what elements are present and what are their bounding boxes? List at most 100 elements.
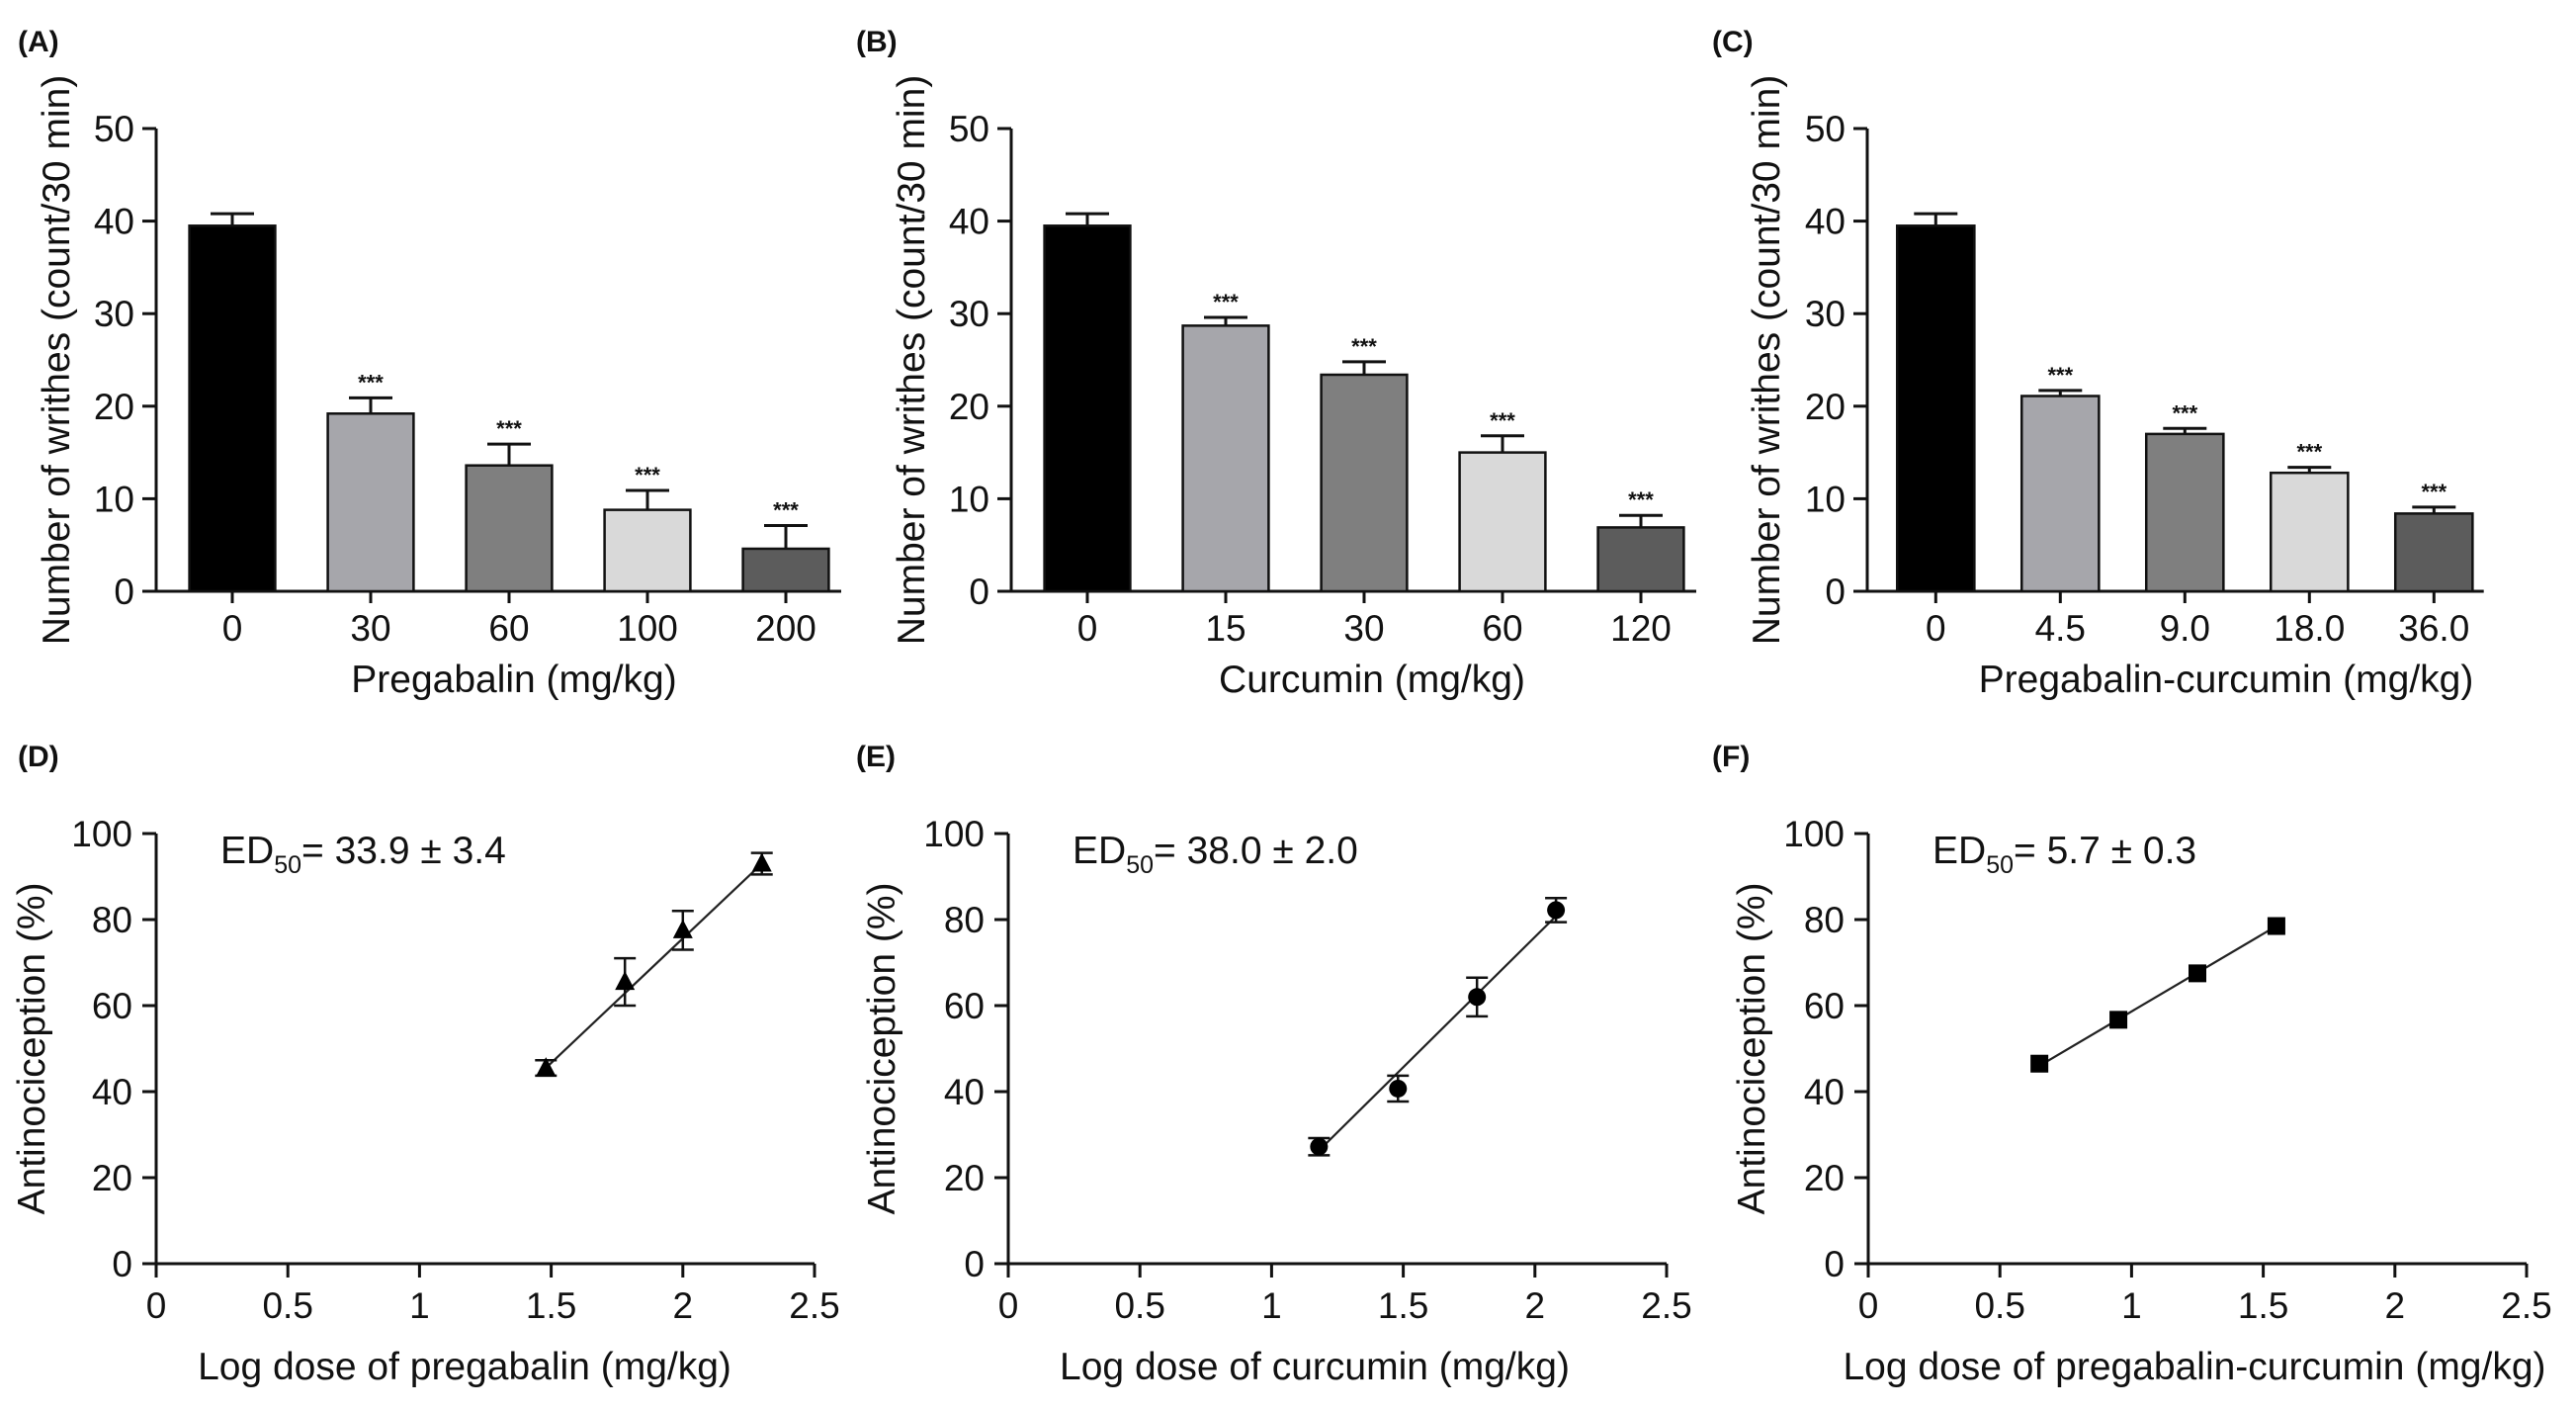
y-tick-label: 60 xyxy=(92,986,132,1026)
bar xyxy=(2269,471,2350,593)
y-tick-label: 60 xyxy=(944,986,985,1026)
data-point-circle xyxy=(1547,901,1566,920)
y-tick-label: 0 xyxy=(1825,572,1846,612)
significance-label: *** xyxy=(358,370,384,395)
significance-label: *** xyxy=(635,463,660,487)
bar xyxy=(465,464,554,593)
x-tick-label: 100 xyxy=(617,608,678,649)
ed50-prefix: ED xyxy=(220,830,274,872)
y-tick-label: 80 xyxy=(1804,900,1845,940)
bar xyxy=(2393,512,2474,593)
bar xyxy=(1596,526,1685,593)
y-tick-label: 100 xyxy=(923,814,985,854)
data-point-circle xyxy=(1468,988,1487,1007)
x-tick-label: 120 xyxy=(1610,608,1672,649)
bar xyxy=(1895,224,1976,593)
x-tick-label: 0 xyxy=(1858,1285,1879,1326)
bar xyxy=(2019,395,2101,593)
regression-line xyxy=(2038,925,2277,1067)
y-axis-title: Number of writhes (count/30 min) xyxy=(1746,75,1788,646)
x-tick-label: 15 xyxy=(1205,608,1245,649)
x-axis-title: Pregabalin-curcumin (mg/kg) xyxy=(1979,659,2474,701)
y-tick-label: 30 xyxy=(949,294,989,334)
bar xyxy=(2144,432,2225,593)
y-tick-label: 40 xyxy=(949,202,989,242)
significance-label: *** xyxy=(2047,363,2073,388)
y-tick-label: 20 xyxy=(92,1158,132,1198)
x-axis-title: Log dose of pregabalin-curcumin (mg/kg) xyxy=(1843,1346,2545,1388)
data-point-triangle xyxy=(672,919,693,938)
significance-label: *** xyxy=(1490,408,1515,433)
x-tick-label: 2.5 xyxy=(2501,1285,2551,1326)
significance-label: *** xyxy=(1351,334,1377,359)
data-point-circle xyxy=(1310,1137,1329,1156)
y-tick-label: 10 xyxy=(1805,479,1846,519)
scatter-chart-panel: (F) 0 20 40 60 80 100 0 0.5 1 1.5 2 2.5 ED 50 = 5.7 ± … xyxy=(1712,741,2552,1388)
y-tick-label: 40 xyxy=(1805,202,1846,242)
bar-chart-panel: (B) 0 10 20 30 40 50 0 *** 15 *** 30 *** 60 *** 120 Curc… xyxy=(856,26,1696,701)
ed50-prefix: ED xyxy=(1073,830,1126,872)
x-tick-label: 0 xyxy=(222,608,243,649)
x-tick-label: 18.0 xyxy=(2274,608,2345,649)
x-tick-label: 0 xyxy=(146,1285,167,1326)
scatter-chart-panel: (E) 0 20 40 60 80 100 0 0.5 1 1.5 2 2.5 ED 50 = 38.0 ±… xyxy=(856,741,1692,1388)
significance-label: *** xyxy=(496,416,522,441)
y-tick-label: 0 xyxy=(969,572,989,612)
y-tick-label: 40 xyxy=(1804,1072,1845,1112)
bar-chart-panel: (A) 0 10 20 30 40 50 0 *** 30 *** 60 *** 100 *** 200 Pre… xyxy=(18,26,841,701)
x-tick-label: 60 xyxy=(1482,608,1522,649)
y-axis-title: Antinociception (%) xyxy=(1731,883,1773,1215)
y-tick-label: 10 xyxy=(94,479,134,519)
ed50-value: = 38.0 ± 2.0 xyxy=(1154,830,1358,872)
y-tick-label: 0 xyxy=(112,1244,132,1284)
significance-label: *** xyxy=(1628,487,1654,512)
x-tick-label: 9.0 xyxy=(2160,608,2210,649)
ed50-subscript: 50 xyxy=(1126,851,1154,879)
x-tick-label: 200 xyxy=(755,608,816,649)
y-tick-label: 100 xyxy=(1783,814,1845,854)
data-point-circle xyxy=(1389,1079,1408,1098)
x-tick-label: 2.5 xyxy=(789,1285,839,1326)
y-tick-label: 20 xyxy=(94,387,134,427)
ed50-subscript: 50 xyxy=(274,851,301,879)
y-tick-label: 50 xyxy=(949,109,989,149)
y-axis-title: Antinociception (%) xyxy=(11,883,53,1215)
bar xyxy=(1181,324,1270,593)
regression-line xyxy=(1318,915,1557,1152)
y-tick-label: 40 xyxy=(944,1072,985,1112)
panel-label: (E) xyxy=(856,741,896,773)
y-axis-title: Number of writhes (count/30 min) xyxy=(891,75,933,646)
y-tick-label: 40 xyxy=(94,202,134,242)
panel-label: (A) xyxy=(18,26,59,58)
x-tick-label: 1.5 xyxy=(1378,1285,1428,1326)
y-tick-label: 0 xyxy=(1824,1244,1845,1284)
x-tick-label: 1 xyxy=(2121,1285,2142,1326)
y-tick-label: 30 xyxy=(1805,294,1846,334)
x-tick-label: 1 xyxy=(1261,1285,1282,1326)
data-point-triangle xyxy=(536,1057,557,1077)
x-tick-label: 1.5 xyxy=(526,1285,576,1326)
x-tick-label: 0.5 xyxy=(1114,1285,1164,1326)
y-tick-label: 50 xyxy=(1805,109,1846,149)
bar xyxy=(603,508,692,593)
panel-label: (B) xyxy=(856,26,898,58)
y-tick-label: 20 xyxy=(1805,387,1846,427)
bar xyxy=(188,224,277,593)
y-tick-label: 50 xyxy=(94,109,134,149)
bar xyxy=(1043,224,1132,593)
ed50-prefix: ED xyxy=(1932,830,1986,872)
x-tick-label: 0 xyxy=(1077,608,1098,649)
significance-label: *** xyxy=(2296,440,2322,465)
x-tick-label: 2 xyxy=(673,1285,694,1326)
panel-label: (D) xyxy=(18,741,59,773)
significance-label: *** xyxy=(1213,290,1239,314)
x-tick-label: 60 xyxy=(488,608,529,649)
x-tick-label: 0.5 xyxy=(262,1285,312,1326)
x-axis-title: Log dose of pregabalin (mg/kg) xyxy=(198,1346,731,1388)
x-tick-label: 0.5 xyxy=(1974,1285,2024,1326)
y-tick-label: 60 xyxy=(1804,986,1845,1026)
bar xyxy=(326,412,415,593)
y-tick-label: 80 xyxy=(944,900,985,940)
panel-label: (F) xyxy=(1712,741,1750,773)
